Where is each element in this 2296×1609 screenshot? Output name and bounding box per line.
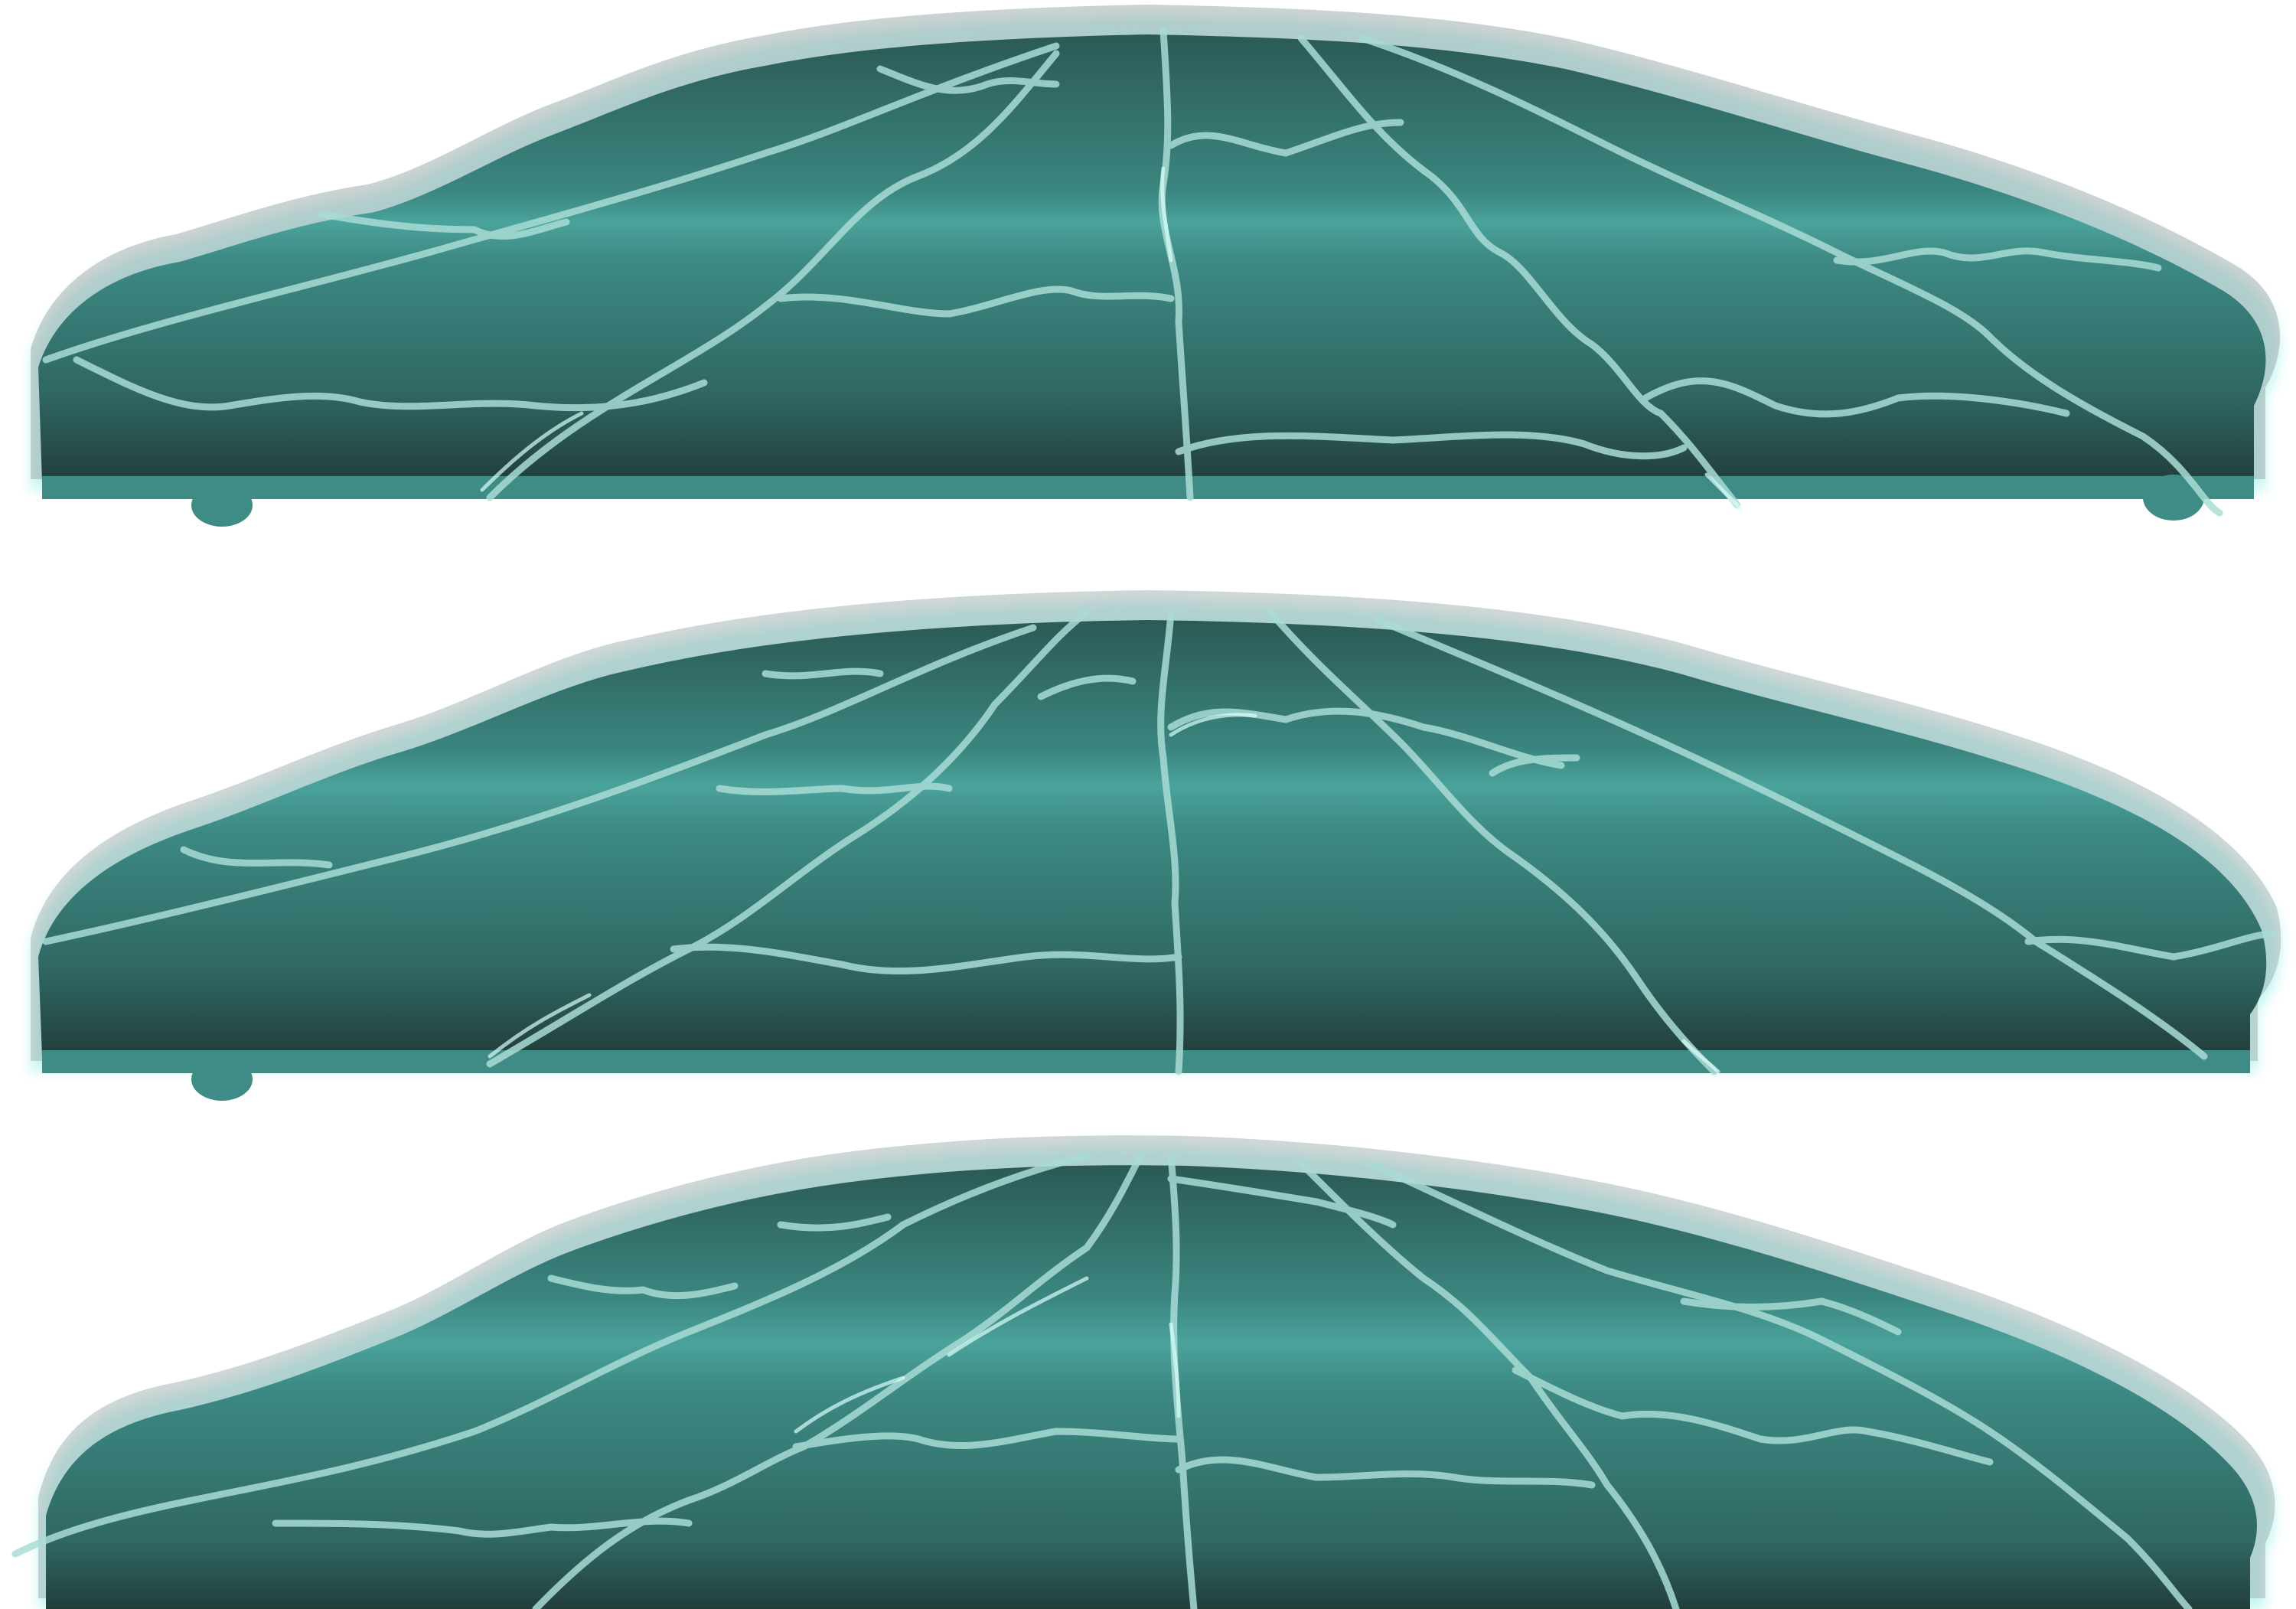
platform-bottom-body	[46, 1165, 2257, 1609]
platform-top	[0, 0, 2296, 536]
platform-top-body	[38, 34, 2266, 482]
platform-bottom-cracks	[11, 1152, 2193, 1609]
platform-bottom	[0, 1125, 2296, 1609]
platform-top-base-strip	[42, 476, 2254, 499]
platform-top-art	[31, 5, 2281, 527]
platform-middle	[0, 582, 2296, 1110]
platform-bottom-art	[11, 1135, 2275, 1609]
platform-middle-art	[31, 590, 2281, 1101]
platform-middle-body	[38, 620, 2267, 1056]
platform-top-cracks	[42, 27, 2223, 517]
platform-middle-base-strip	[42, 1050, 2250, 1073]
platform-middle-cracks	[42, 609, 2277, 1075]
